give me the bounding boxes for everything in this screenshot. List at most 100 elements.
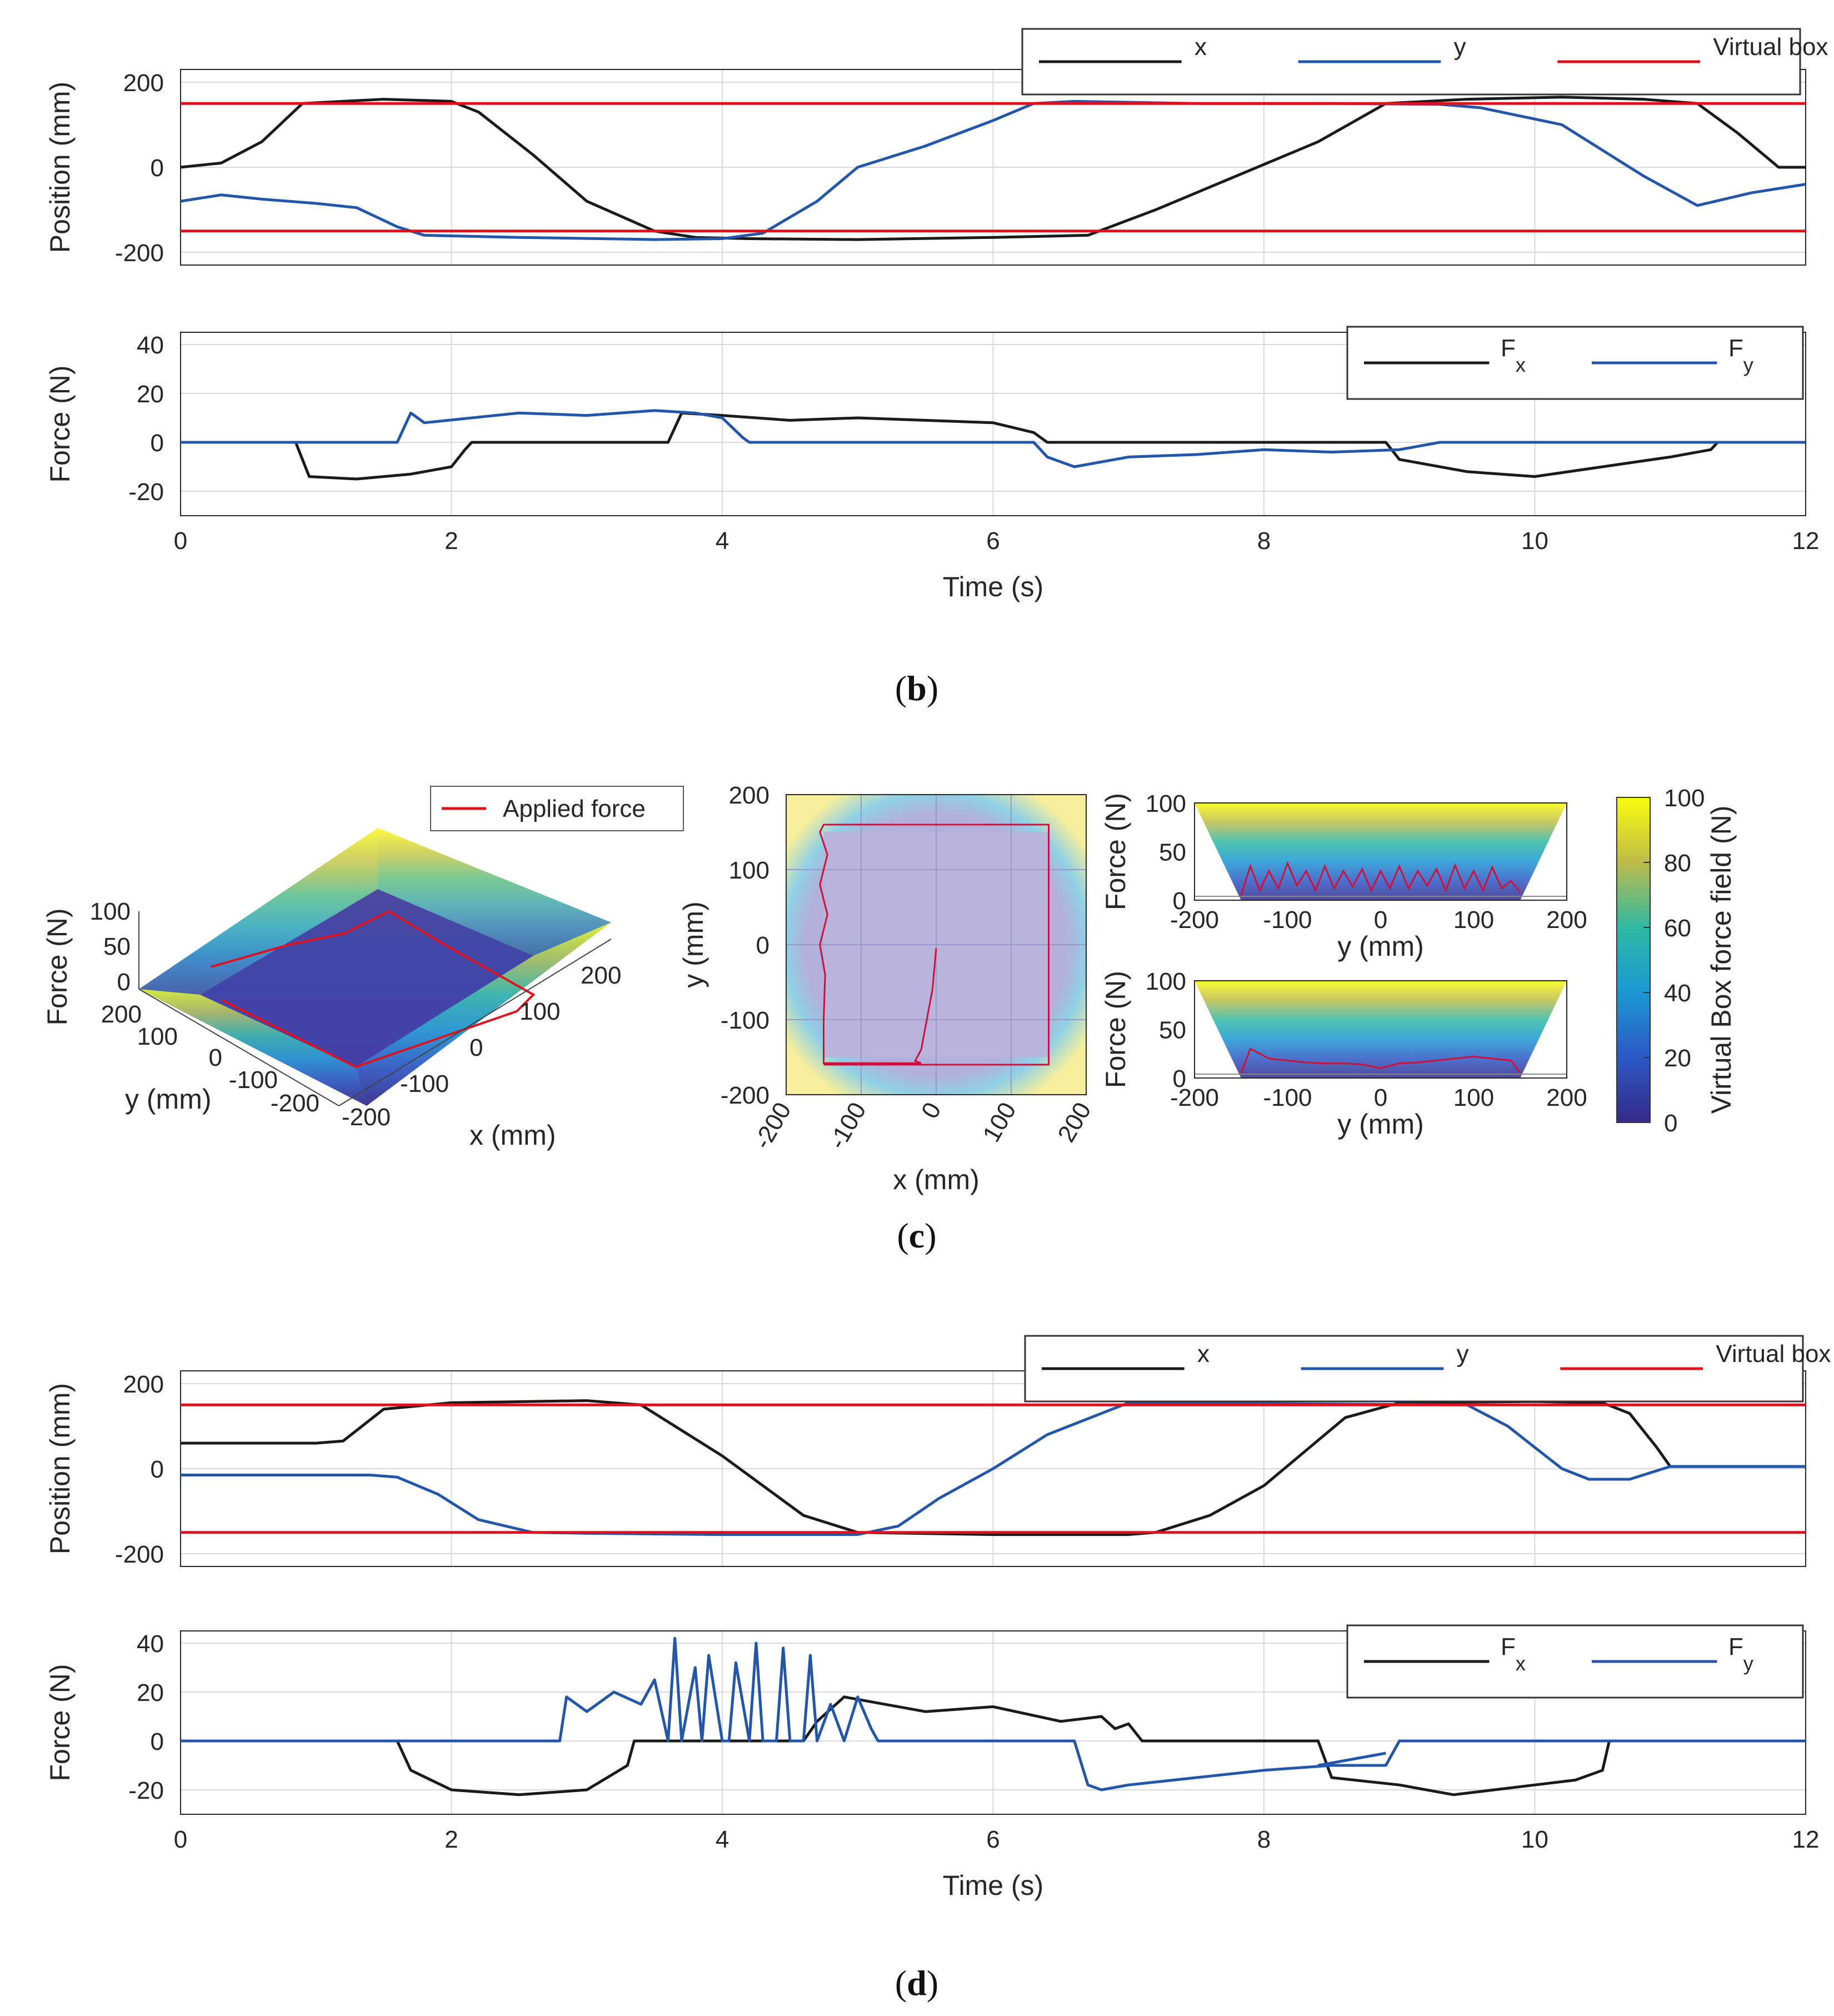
x-axis-label: Time (s) <box>943 1870 1043 1901</box>
y-tick-label: 20 <box>137 1679 164 1706</box>
surface-slope-front-left <box>139 989 367 1106</box>
x-axis-label: y (mm) <box>1337 1109 1424 1140</box>
plot-frame <box>180 1630 1806 1815</box>
y-tick--100: -100 <box>229 1066 278 1094</box>
x-tick-label: 200 <box>1053 1098 1097 1147</box>
x-tick-label: 4 <box>716 527 729 555</box>
chart-c-colorbar: Virtual Box force field (N) 0 20 40 60 80 100 <box>1616 785 1737 1137</box>
x-tick-label: 0 <box>174 527 187 555</box>
chart-b-position: -200 0 200 Position (mm) x y Virtual box <box>44 28 1828 267</box>
legend-subscript: y <box>1743 353 1753 376</box>
y-tick-label: 200 <box>123 1371 164 1398</box>
y-tick-label: 100 <box>1146 790 1186 817</box>
y-tick-label: 20 <box>137 381 164 408</box>
y-tick-label: 100 <box>729 857 769 884</box>
legend-subscript: x <box>1516 1652 1526 1675</box>
z-axis-label: Force (N) <box>42 908 73 1025</box>
chart-c-3d-surface: 100 50 0 Force (N) 200 100 0 -100 -200 y… <box>42 786 684 1151</box>
panel-b-caption: (b) <box>895 668 938 708</box>
legend-label: x <box>1197 1340 1210 1368</box>
legend-applied-force-label: Applied force <box>503 795 646 822</box>
x-tick-label: 10 <box>1521 527 1548 555</box>
y-tick-label: -20 <box>128 1777 164 1804</box>
applied-force-trace <box>1240 1047 1521 1074</box>
z-tick-0: 0 <box>117 969 131 996</box>
top-view-path <box>819 824 1050 1066</box>
x-tick-label: 2 <box>444 527 458 555</box>
series-x <box>180 96 1806 241</box>
y-tick-label: 50 <box>1159 1017 1186 1044</box>
y-tick-100: 100 <box>137 1023 178 1050</box>
applied-force-trace <box>1240 861 1521 896</box>
x-tick-100: 100 <box>519 998 560 1025</box>
z-tick-50: 50 <box>103 933 131 960</box>
surface-slope-right <box>378 828 611 956</box>
axis-3d-y <box>138 989 339 1106</box>
y-tick-label: 200 <box>729 782 769 809</box>
series-Fy <box>181 409 1806 468</box>
x-tick-label: 6 <box>986 1826 1000 1853</box>
plot-frame <box>1194 980 1567 1079</box>
colorbar-tick-label: 60 <box>1664 915 1691 942</box>
series-y <box>180 99 1806 241</box>
y-tick-label: 100 <box>1146 968 1186 995</box>
y-axis-label: Position (mm) <box>44 82 76 253</box>
series-Fx <box>181 1695 1806 1797</box>
y-tick-label: -200 <box>115 1541 164 1568</box>
y-tick-label: 50 <box>1159 839 1186 866</box>
x-tick-200: 200 <box>581 962 621 989</box>
legend-subscript: y <box>1743 1652 1753 1675</box>
x-tick-label: 0 <box>1374 1084 1387 1111</box>
y-tick-label: 0 <box>756 932 769 959</box>
x-tick-label: 0 <box>916 1098 947 1124</box>
series-Fy-step <box>1318 1751 1386 1767</box>
y-tick-label: -100 <box>721 1007 769 1034</box>
colorbar-tick-label: 80 <box>1664 850 1691 877</box>
y-tick-label: 0 <box>1173 887 1186 915</box>
panel-d-caption: (d) <box>895 1963 938 2003</box>
x-tick-label: -100 <box>1263 1084 1312 1111</box>
y-tick-label: -200 <box>721 1082 769 1109</box>
plot-frame <box>180 1370 1806 1567</box>
y-tick-label: 40 <box>137 332 164 359</box>
surface-slope-front-right <box>356 922 611 1106</box>
x-axis-label: x (mm) <box>893 1164 980 1195</box>
colorbar-tick-label: 0 <box>1664 1110 1677 1137</box>
y-tick-label: 0 <box>151 1728 164 1755</box>
plot-frame <box>786 794 1087 1095</box>
y-axis-label: Position (mm) <box>44 1383 76 1554</box>
x-tick-label: 10 <box>1521 1826 1548 1853</box>
legend-label: Virtual box <box>1716 1340 1831 1368</box>
y-axis-label: Force (N) <box>44 365 76 482</box>
x-tick-label: 100 <box>1453 1084 1494 1111</box>
surface-slope-left <box>139 828 378 995</box>
chart-d-position: -200 0 200 Position (mm) x y Virtual box <box>44 1335 1831 1568</box>
x-tick-0: 0 <box>469 1034 483 1061</box>
x-tick-label: 100 <box>1453 906 1494 934</box>
y-axis-label: Force (N) <box>1100 971 1131 1088</box>
x-tick-label: 200 <box>1546 906 1587 934</box>
legend-subscript: x <box>1516 353 1526 376</box>
x-tick-label: -100 <box>823 1098 871 1154</box>
x-axis-label-3d: x (mm) <box>469 1120 556 1151</box>
legend-label: x <box>1195 33 1207 61</box>
x-tick-label: 0 <box>1374 906 1387 934</box>
x-tick-label: 4 <box>716 1826 729 1853</box>
y-tick-label: 0 <box>151 430 164 457</box>
axis-3d-x <box>338 939 612 1106</box>
x-axis-label: Time (s) <box>943 571 1043 602</box>
legend-label: y <box>1454 33 1466 61</box>
x-tick-label: 8 <box>1257 527 1271 555</box>
x-tick--100: -100 <box>400 1070 449 1097</box>
series-y <box>181 1401 1806 1536</box>
y-tick-200: 200 <box>101 1001 142 1028</box>
y-tick-label: 0 <box>1173 1065 1186 1092</box>
colorbar-gradient <box>1616 797 1651 1123</box>
y-axis-label: y (mm) <box>678 901 709 988</box>
x-tick-label: 200 <box>1546 1084 1587 1111</box>
chart-c-side-bottom: 0 50 100 -200 -100 0 100 200 Force (N) y (mm) <box>1100 968 1587 1140</box>
y-tick-label: 0 <box>151 154 164 182</box>
y-axis-label: Force (N) <box>1100 793 1131 910</box>
